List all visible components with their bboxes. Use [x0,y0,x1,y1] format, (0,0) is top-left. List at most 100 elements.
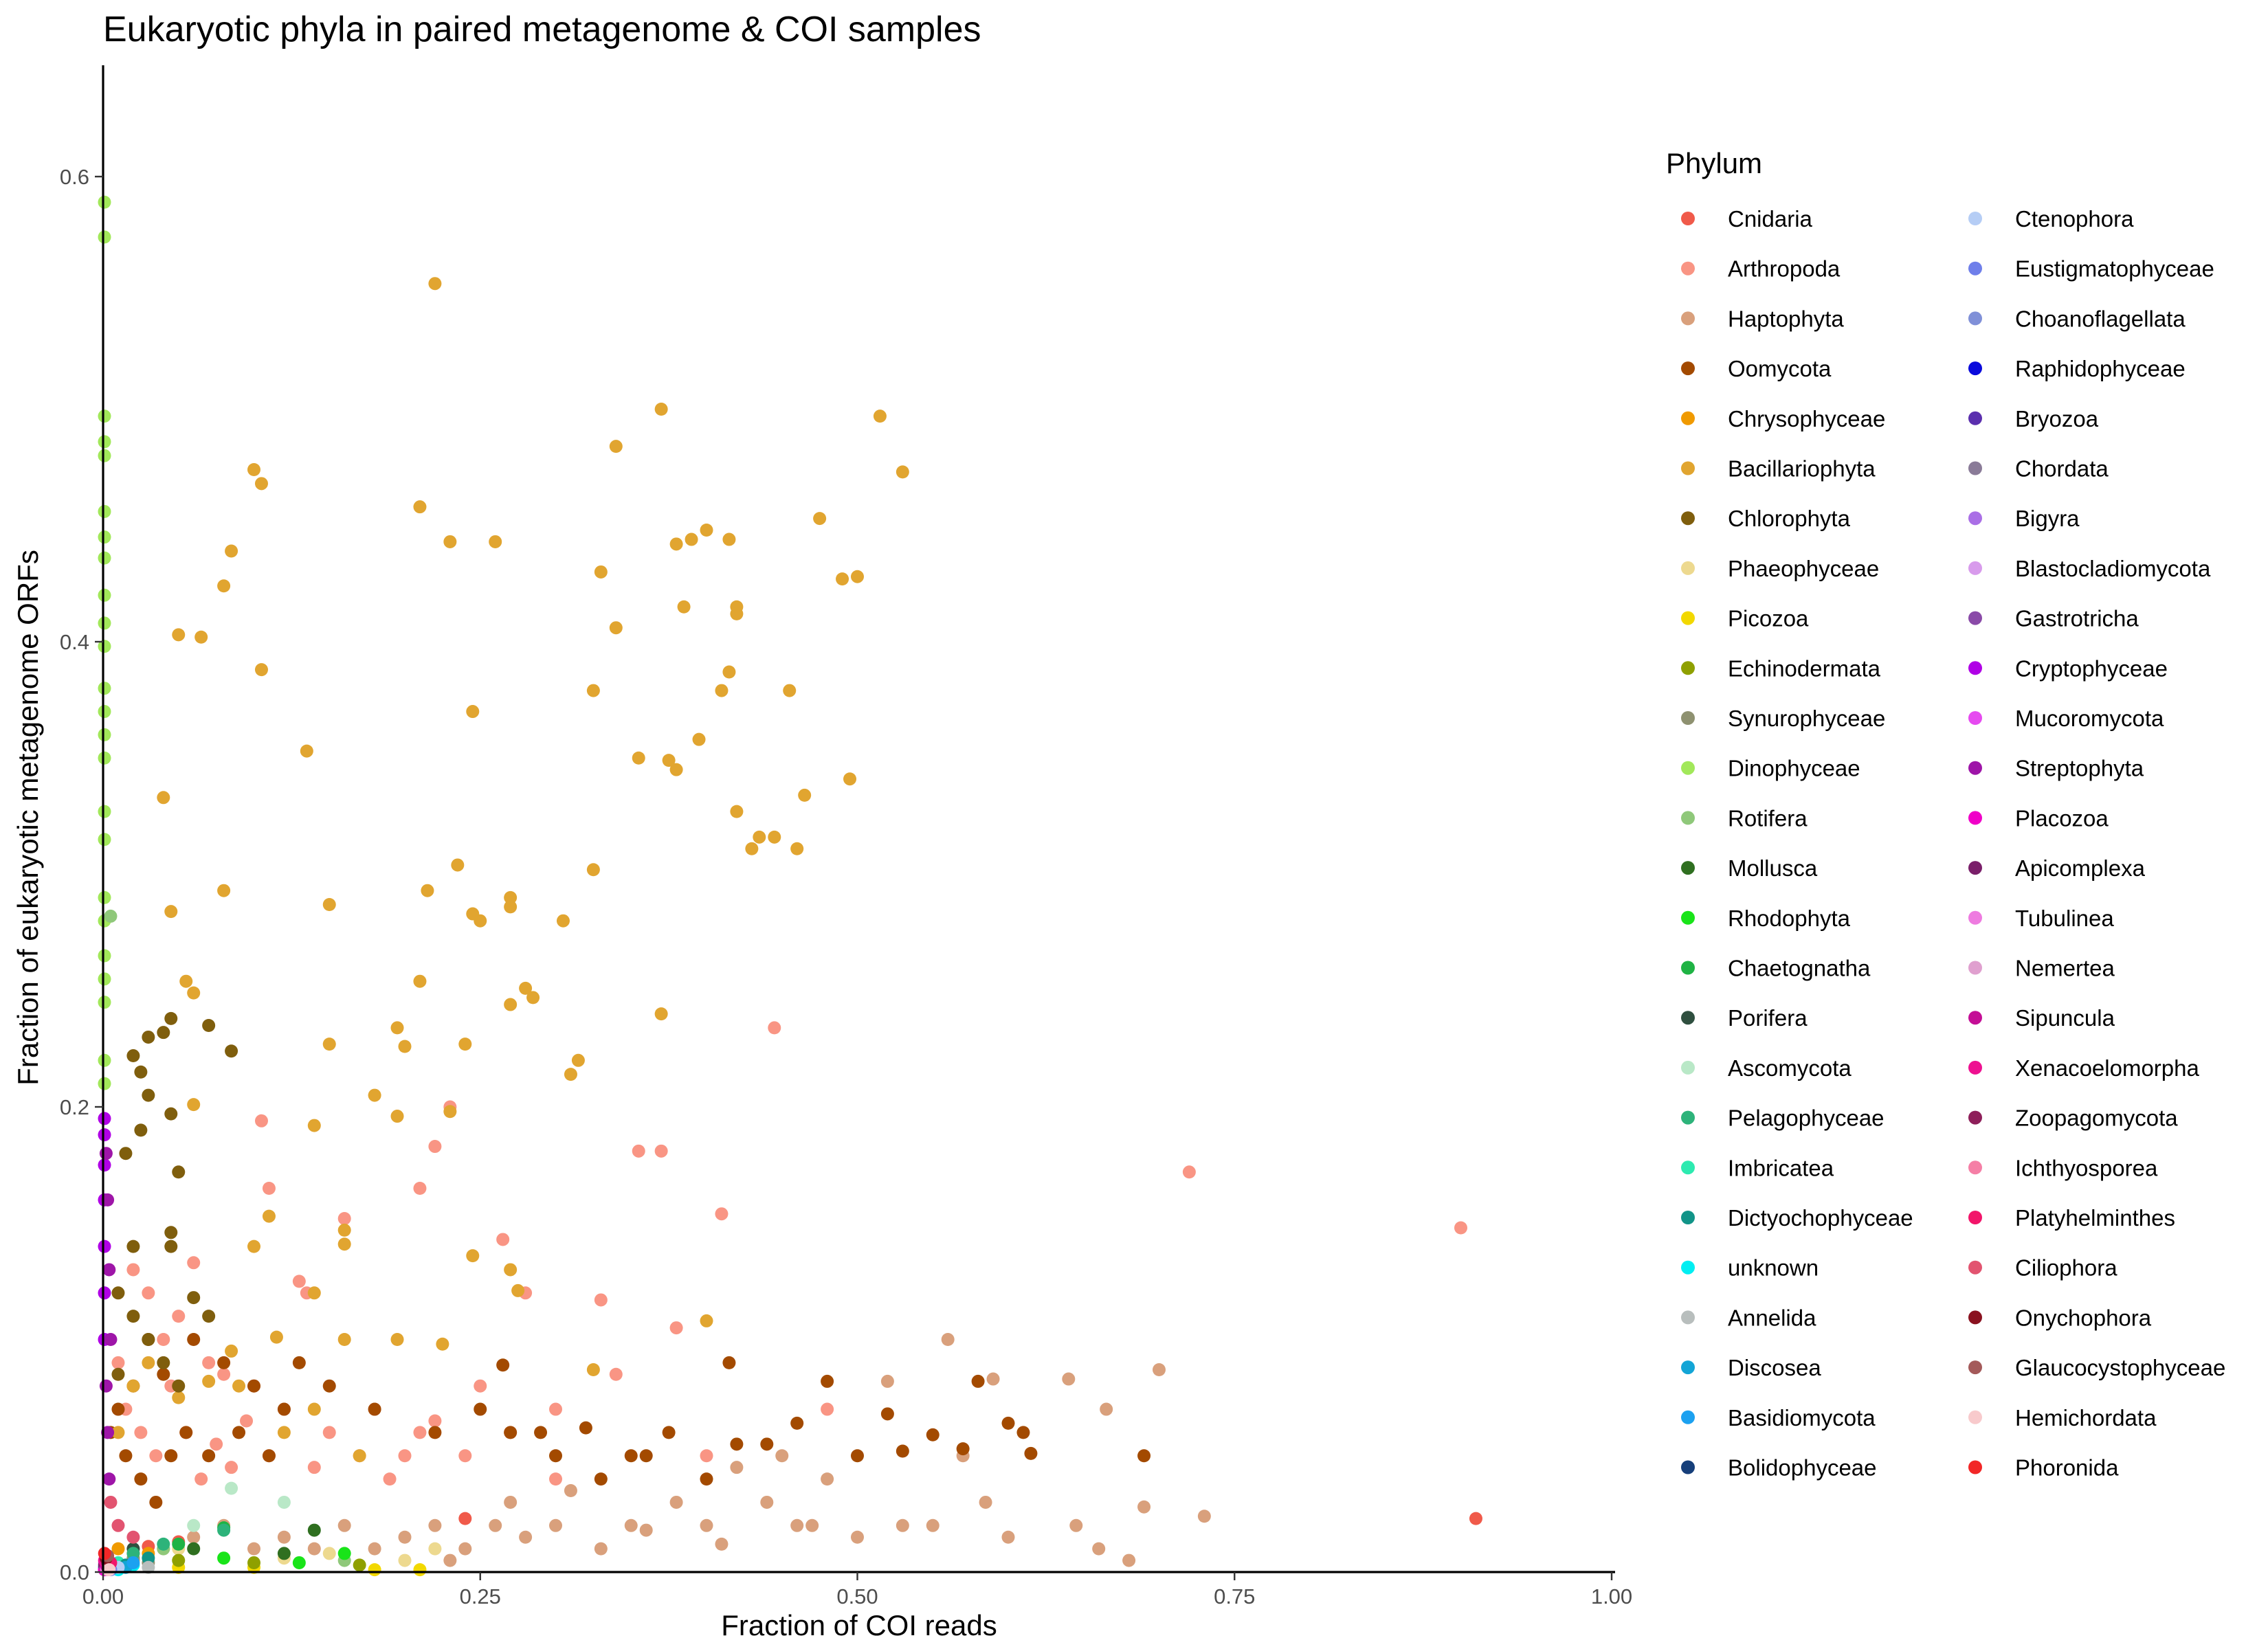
legend-item: Chordata [1968,456,2109,482]
legend-item: Dictyochophyceae [1681,1205,1913,1231]
series-basidiomycota [126,1556,140,1569]
data-point [102,1472,116,1486]
data-point [458,1449,472,1463]
data-point [398,1040,412,1053]
data-point [685,532,698,546]
data-point [632,1144,645,1158]
data-point [98,640,111,653]
data-point [526,991,540,1005]
data-point [111,1286,125,1300]
data-point [534,1426,548,1439]
data-point [639,1449,653,1463]
series-ascomycota [187,1481,291,1532]
data-point [202,1019,216,1033]
legend-label: Chrysophyceae [1728,406,1885,431]
data-point [654,1144,668,1158]
legend-label: Rhodophyta [1728,906,1851,931]
legend-key [1681,1310,1695,1325]
legend-label: Placozoa [2015,805,2109,831]
legend-key [1968,212,1982,225]
data-point [564,1484,577,1498]
data-point [202,1356,216,1369]
data-point [390,1333,404,1346]
data-point [179,1426,193,1439]
legend-label: Blastocladiomycota [2015,556,2211,581]
legend-label: Rotifera [1728,805,1808,831]
legend-label: Pelagophyceae [1728,1106,1885,1131]
legend-item: Porifera [1681,1005,1808,1031]
legend-key [1968,961,1982,975]
legend-key [1968,711,1982,725]
data-point [157,1356,170,1369]
y-tick-label: 0.6 [60,165,89,189]
legend-item: Chaetognatha [1681,956,1871,981]
legend-item: Mollusca [1681,855,1818,881]
data-point [722,532,736,546]
legend-item: Bolidophyceae [1681,1455,1877,1481]
data-point [142,1333,155,1346]
legend-item: Ascomycota [1681,1055,1852,1081]
data-point [187,1333,201,1346]
data-point [1024,1446,1038,1460]
data-point [489,535,502,548]
series-rhodophyta [217,1547,351,1569]
legend-key [1968,1011,1982,1025]
data-point [307,1402,321,1416]
data-point [98,435,111,449]
legend-key [1681,711,1695,725]
data-point [926,1518,940,1532]
legend-item: Nemertea [1968,956,2115,981]
legend-key [1968,1160,1982,1175]
data-point [337,1211,351,1225]
legend-item: Annelida [1681,1305,1816,1330]
data-point [322,1547,336,1560]
data-point [896,1518,909,1532]
data-point [142,1286,155,1300]
data-point [519,981,533,995]
data-point [217,1523,231,1537]
y-tick-label: 0.0 [60,1560,89,1584]
legend-key [1681,361,1695,376]
data-point [126,1310,140,1323]
data-point [579,1421,592,1435]
data-point [474,1379,487,1393]
legend-key [1681,212,1695,225]
legend-label: Synurophyceae [1728,706,1885,731]
legend-label: Hemichordata [2015,1405,2157,1431]
data-point [654,1007,668,1021]
data-point [609,1367,623,1381]
data-point [669,1495,683,1509]
legend-item: Dinophyceae [1681,756,1860,781]
legend-key [1968,461,1982,475]
data-point [98,1053,111,1067]
data-point [98,972,111,986]
legend-item: Cryptophyceae [1968,655,2168,681]
legend-key [1968,1310,1982,1325]
data-point [217,1356,231,1369]
data-point [722,665,736,679]
data-point [337,1223,351,1237]
data-point [98,195,111,209]
legend-label: Tubulinea [2015,906,2114,931]
data-point [496,1233,510,1246]
legend-key [1681,1110,1695,1125]
data-point [187,1518,201,1532]
legend-item: Xenacoelomorpha [1968,1055,2199,1081]
legend: Cnidaria Arthropoda Haptophyta Oomycota Chry… [1681,206,2225,1481]
data-point [217,579,231,593]
data-point [353,1449,366,1463]
data-point [172,1310,186,1323]
data-point [134,1426,148,1439]
data-point [504,890,518,904]
legend-key [1968,311,1982,326]
data-point [458,1037,472,1051]
data-point [269,1330,283,1344]
data-point [700,1314,713,1327]
data-point [790,1518,804,1532]
legend-item: Ctenophora [1968,206,2134,232]
legend-label: Zoopagomycota [2015,1106,2178,1131]
legend-key [1681,861,1695,875]
legend-key [1968,861,1982,875]
data-point [262,1181,276,1195]
